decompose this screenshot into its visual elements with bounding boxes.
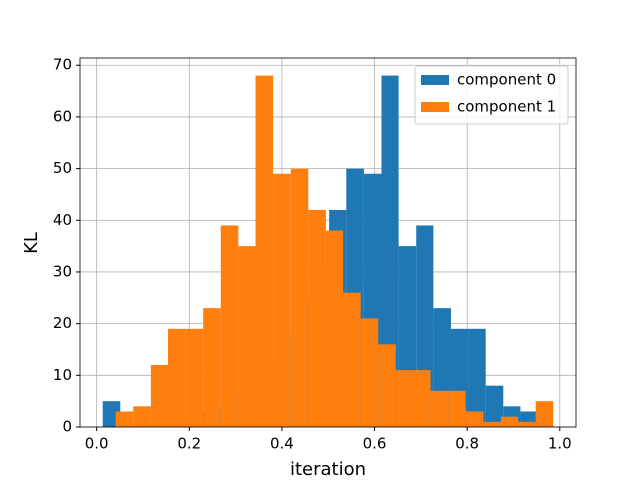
bar xyxy=(378,344,396,427)
y-tick-label: 60 xyxy=(53,107,72,125)
bar xyxy=(133,406,151,427)
x-tick-label: 1.0 xyxy=(548,435,572,453)
x-tick-label: 0.6 xyxy=(363,435,387,453)
bar xyxy=(465,411,484,427)
y-tick-label: 0 xyxy=(62,418,72,436)
bar xyxy=(325,230,344,427)
bar xyxy=(518,421,536,427)
legend-label: component 1 xyxy=(457,98,556,116)
bar xyxy=(185,328,204,427)
y-tick-label: 70 xyxy=(53,56,72,74)
y-tick-label: 30 xyxy=(53,262,72,280)
bar xyxy=(413,370,431,427)
y-tick-label: 10 xyxy=(53,366,72,384)
bar xyxy=(273,173,291,427)
bar xyxy=(448,390,466,427)
bar xyxy=(150,364,168,427)
x-tick-label: 0.2 xyxy=(177,435,201,453)
legend-label: component 0 xyxy=(457,71,556,89)
legend-swatch xyxy=(421,102,449,112)
bar xyxy=(203,308,221,427)
bar xyxy=(308,209,326,427)
bar xyxy=(115,411,134,427)
bar xyxy=(483,421,501,427)
y-tick-label: 40 xyxy=(53,211,72,229)
bar xyxy=(220,225,239,427)
legend-swatch xyxy=(421,75,449,85)
bar xyxy=(500,416,519,427)
bar xyxy=(430,390,449,427)
x-axis-label: iteration xyxy=(290,459,366,480)
y-tick-label: 20 xyxy=(53,314,72,332)
y-axis-label: KL xyxy=(21,232,42,254)
plot-frame xyxy=(79,57,577,428)
bar xyxy=(167,328,186,427)
x-tick-label: 0.8 xyxy=(455,435,479,453)
bar xyxy=(343,292,361,427)
bar xyxy=(290,168,309,428)
y-tick-label: 50 xyxy=(53,159,72,177)
x-tick-label: 0.4 xyxy=(270,435,294,453)
bar xyxy=(485,385,504,427)
bar xyxy=(381,75,399,428)
bar xyxy=(238,246,256,427)
bar xyxy=(468,328,486,427)
bar xyxy=(360,318,379,427)
x-tick-label: 0.0 xyxy=(85,435,109,453)
bar xyxy=(535,401,554,427)
legend-box xyxy=(414,65,569,125)
bar xyxy=(395,370,414,427)
bar xyxy=(255,75,274,428)
